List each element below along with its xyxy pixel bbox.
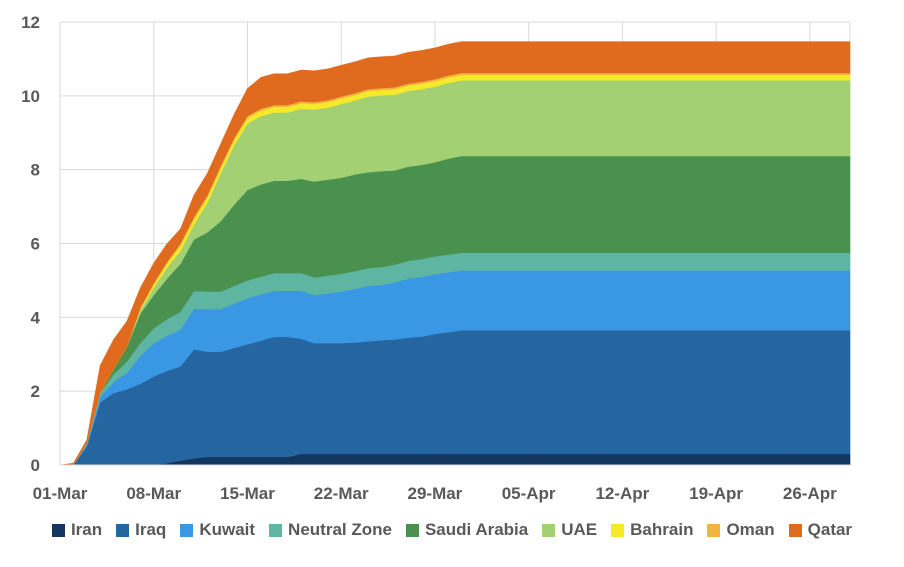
y-tick-label: 0 [31, 456, 40, 475]
legend-label: Bahrain [630, 520, 694, 539]
x-tick-label: 26-Apr [783, 484, 837, 503]
x-tick-label: 19-Apr [689, 484, 743, 503]
legend-item-neutral-zone: Neutral Zone [269, 520, 392, 540]
legend: Iran Iraq Kuwait Neutral Zone Saudi Arabia UA… [0, 520, 904, 540]
legend-label: Kuwait [199, 520, 256, 539]
legend-swatch [405, 523, 419, 537]
y-axis-tick-labels: 0 2 4 6 8 10 12 [21, 13, 40, 475]
x-tick-label: 15-Mar [220, 484, 275, 503]
legend-label: Neutral Zone [288, 520, 392, 539]
x-tick-label: 01-Mar [33, 484, 88, 503]
legend-label: Saudi Arabia [424, 520, 529, 539]
y-tick-label: 2 [31, 382, 40, 401]
y-tick-label: 6 [31, 235, 40, 254]
legend-item-iran: Iran [51, 520, 103, 540]
area-series-group [59, 41, 851, 466]
x-tick-label: 05-Apr [502, 484, 556, 503]
legend-label: Iran [70, 520, 103, 539]
y-tick-label: 4 [31, 308, 41, 327]
legend-label: Qatar [807, 520, 853, 539]
legend-item-qatar: Qatar [788, 520, 853, 540]
legend-label: UAE [561, 520, 598, 539]
y-tick-label: 8 [31, 161, 40, 180]
legend-item-uae: UAE [542, 520, 597, 540]
legend-item-oman: Oman [707, 520, 775, 540]
legend-swatch [707, 523, 721, 537]
y-tick-label: 10 [21, 87, 40, 106]
y-tick-label: 12 [21, 13, 40, 32]
legend-item-bahrain: Bahrain [611, 520, 693, 540]
legend-item-iraq: Iraq [116, 520, 166, 540]
legend-swatch [788, 523, 802, 537]
x-tick-label: 08-Mar [126, 484, 181, 503]
legend-swatch [180, 523, 194, 537]
legend-swatch [611, 523, 625, 537]
legend-label: Iraq [135, 520, 167, 539]
legend-swatch [116, 523, 130, 537]
x-tick-label: 22-Mar [314, 484, 369, 503]
legend-label: Oman [726, 520, 775, 539]
x-tick-label: 29-Mar [408, 484, 463, 503]
area-qatar [59, 41, 851, 466]
x-axis-tick-labels: 01-Mar 08-Mar 15-Mar 22-Mar 29-Mar 05-Apr 12-A… [33, 484, 838, 503]
legend-swatch [51, 523, 65, 537]
legend-item-kuwait: Kuwait [180, 520, 255, 540]
legend-item-saudi-arabia: Saudi Arabia [405, 520, 529, 540]
x-tick-label: 12-Apr [595, 484, 649, 503]
legend-swatch [542, 523, 556, 537]
legend-swatch [269, 523, 283, 537]
